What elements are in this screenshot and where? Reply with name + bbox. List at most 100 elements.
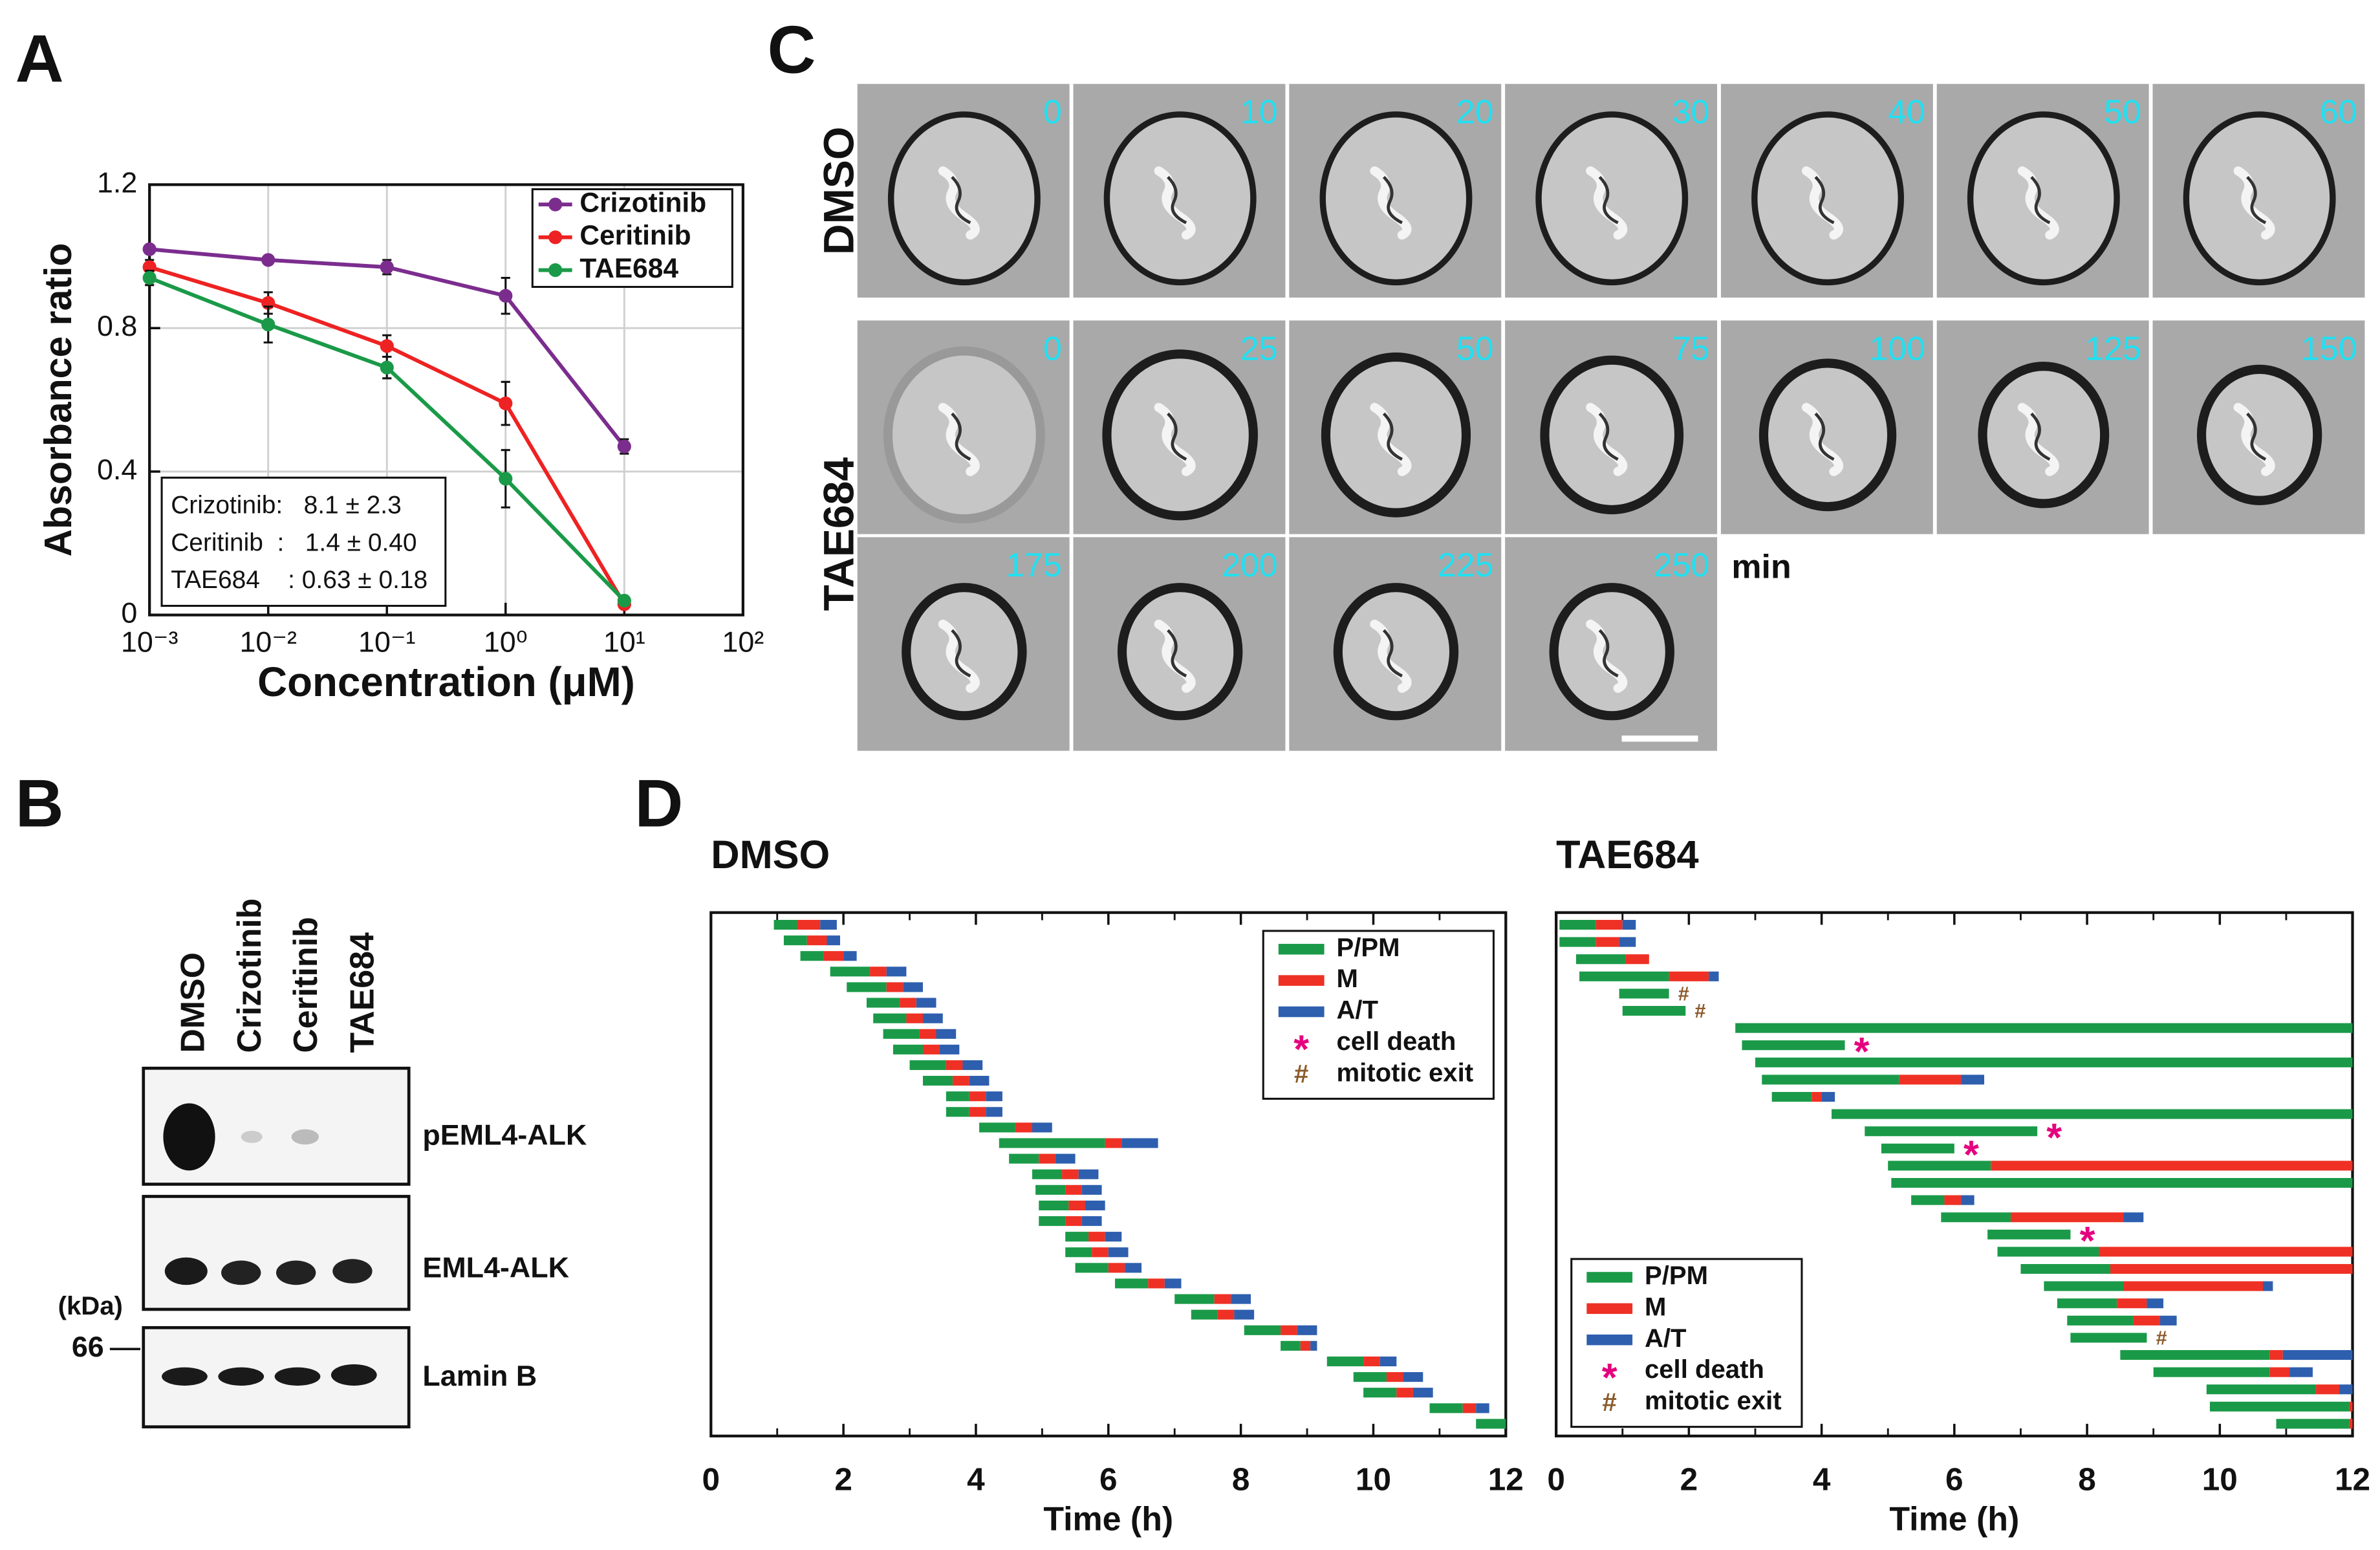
legend-swatch bbox=[1278, 944, 1325, 955]
legend-symbol: * bbox=[1602, 1355, 1617, 1399]
legend-swatch bbox=[1586, 1272, 1633, 1283]
cell bbox=[1540, 355, 1684, 514]
chromosomes bbox=[951, 412, 971, 461]
phase-segment bbox=[1363, 1388, 1397, 1398]
band-label: pEML4-ALK bbox=[422, 1119, 587, 1151]
phase-segment bbox=[923, 1076, 953, 1086]
legend-symbol: # bbox=[1294, 1060, 1308, 1089]
phase-segment bbox=[1742, 1040, 1845, 1051]
phase-segment bbox=[1281, 1325, 1297, 1335]
phase-segment bbox=[2269, 1367, 2290, 1377]
chromosomes bbox=[2246, 412, 2267, 461]
phase-segment bbox=[1596, 937, 1619, 947]
phase-segment bbox=[903, 982, 924, 992]
x-tick-label: 10 bbox=[1356, 1462, 1391, 1498]
phase-segment bbox=[946, 1091, 969, 1102]
chromosomes bbox=[1167, 175, 1187, 224]
phase-segment bbox=[909, 1060, 946, 1071]
legend-label: cell death bbox=[1336, 1027, 1456, 1056]
phase-segment bbox=[1625, 954, 1649, 965]
phase-segment bbox=[1164, 1278, 1182, 1289]
cell bbox=[1103, 111, 1257, 286]
phase-segment bbox=[1363, 1356, 1380, 1367]
phase-segment bbox=[2263, 1281, 2273, 1291]
phase-segment bbox=[1771, 1091, 1812, 1102]
phase-segment bbox=[1596, 919, 1623, 930]
x-tick-label: 6 bbox=[1099, 1462, 1118, 1498]
cell bbox=[1102, 349, 1258, 521]
phase-segment bbox=[999, 1138, 1105, 1148]
chromosomes bbox=[938, 619, 980, 693]
phase-segment bbox=[1035, 1184, 1066, 1195]
phase-segment bbox=[969, 1107, 986, 1117]
legend-label: A/T bbox=[1645, 1324, 1687, 1353]
phase-segment bbox=[1231, 1294, 1251, 1304]
phase-segment bbox=[820, 919, 837, 930]
lane-label: Crizotinib bbox=[230, 899, 268, 1053]
band bbox=[164, 1257, 208, 1285]
micrograph: 30 bbox=[1505, 83, 1718, 298]
phase-segment bbox=[2289, 1367, 2313, 1377]
phase-segment bbox=[2070, 1333, 2147, 1343]
phase-segment bbox=[806, 935, 827, 946]
cell bbox=[1319, 111, 1473, 286]
data-point bbox=[499, 472, 513, 486]
phase-segment bbox=[866, 998, 900, 1008]
phase-segment bbox=[2282, 1349, 2353, 1360]
legend-swatch bbox=[1586, 1303, 1633, 1315]
phase-segment bbox=[946, 1107, 969, 1117]
time-label: 200 bbox=[1222, 546, 1278, 584]
cell bbox=[1967, 111, 2120, 286]
event-marker: # bbox=[2156, 1327, 2167, 1349]
phase-segment bbox=[962, 1060, 983, 1071]
phase-segment bbox=[1039, 1200, 1069, 1210]
plot-frame bbox=[148, 183, 744, 617]
phase-segment bbox=[1941, 1212, 2011, 1223]
annotation-box bbox=[160, 476, 447, 607]
phase-segment bbox=[1065, 1216, 1082, 1227]
band bbox=[276, 1260, 316, 1285]
phase-segment bbox=[2339, 1384, 2353, 1395]
time-label: 125 bbox=[2085, 329, 2141, 367]
phase-segment bbox=[2276, 1419, 2350, 1429]
phase-segment bbox=[2067, 1315, 2134, 1326]
micrograph: 40 bbox=[1720, 83, 1933, 298]
x-tick-label: 2 bbox=[1680, 1462, 1698, 1498]
phase-segment bbox=[1121, 1138, 1158, 1148]
time-label: 225 bbox=[1438, 546, 1494, 584]
phase-segment bbox=[1709, 971, 1719, 981]
x-axis-label: Time (h) bbox=[1889, 1500, 2019, 1538]
chromosomes bbox=[1167, 412, 1187, 461]
band bbox=[163, 1103, 215, 1171]
micrograph: 20 bbox=[1289, 83, 1502, 298]
phase-segment bbox=[1991, 1161, 2353, 1171]
micrograph: 75 bbox=[1505, 320, 1718, 534]
x-tick-label: 10⁰ bbox=[484, 626, 528, 658]
phase-segment bbox=[1944, 1195, 1962, 1205]
data-point bbox=[142, 242, 157, 256]
micrograph: 175 bbox=[857, 537, 1070, 751]
chromosomes bbox=[1814, 175, 1835, 224]
cell bbox=[1751, 111, 1904, 286]
x-tick-label: 0 bbox=[702, 1462, 720, 1498]
data-point bbox=[617, 593, 631, 608]
phase-segment bbox=[883, 1029, 920, 1039]
legend-marker bbox=[548, 263, 563, 278]
phase-segment bbox=[1062, 1169, 1079, 1179]
phase-segment bbox=[1997, 1247, 2099, 1257]
data-point bbox=[380, 260, 394, 274]
phase-segment bbox=[923, 1013, 943, 1023]
time-label: 75 bbox=[1672, 329, 1710, 367]
phase-segment bbox=[1078, 1169, 1099, 1179]
time-label: 25 bbox=[1240, 329, 1278, 367]
micrograph: 60 bbox=[2152, 83, 2365, 298]
time-label: 0 bbox=[1043, 93, 1062, 131]
row-label: TAE684 bbox=[815, 457, 863, 611]
lane-label: Ceritinib bbox=[287, 917, 324, 1053]
data-point bbox=[499, 289, 513, 303]
chromosomes bbox=[1167, 629, 1187, 678]
micrograph: 150 bbox=[2152, 320, 2365, 534]
panel-letter: C bbox=[768, 12, 816, 87]
time-label: 10 bbox=[1240, 93, 1278, 131]
